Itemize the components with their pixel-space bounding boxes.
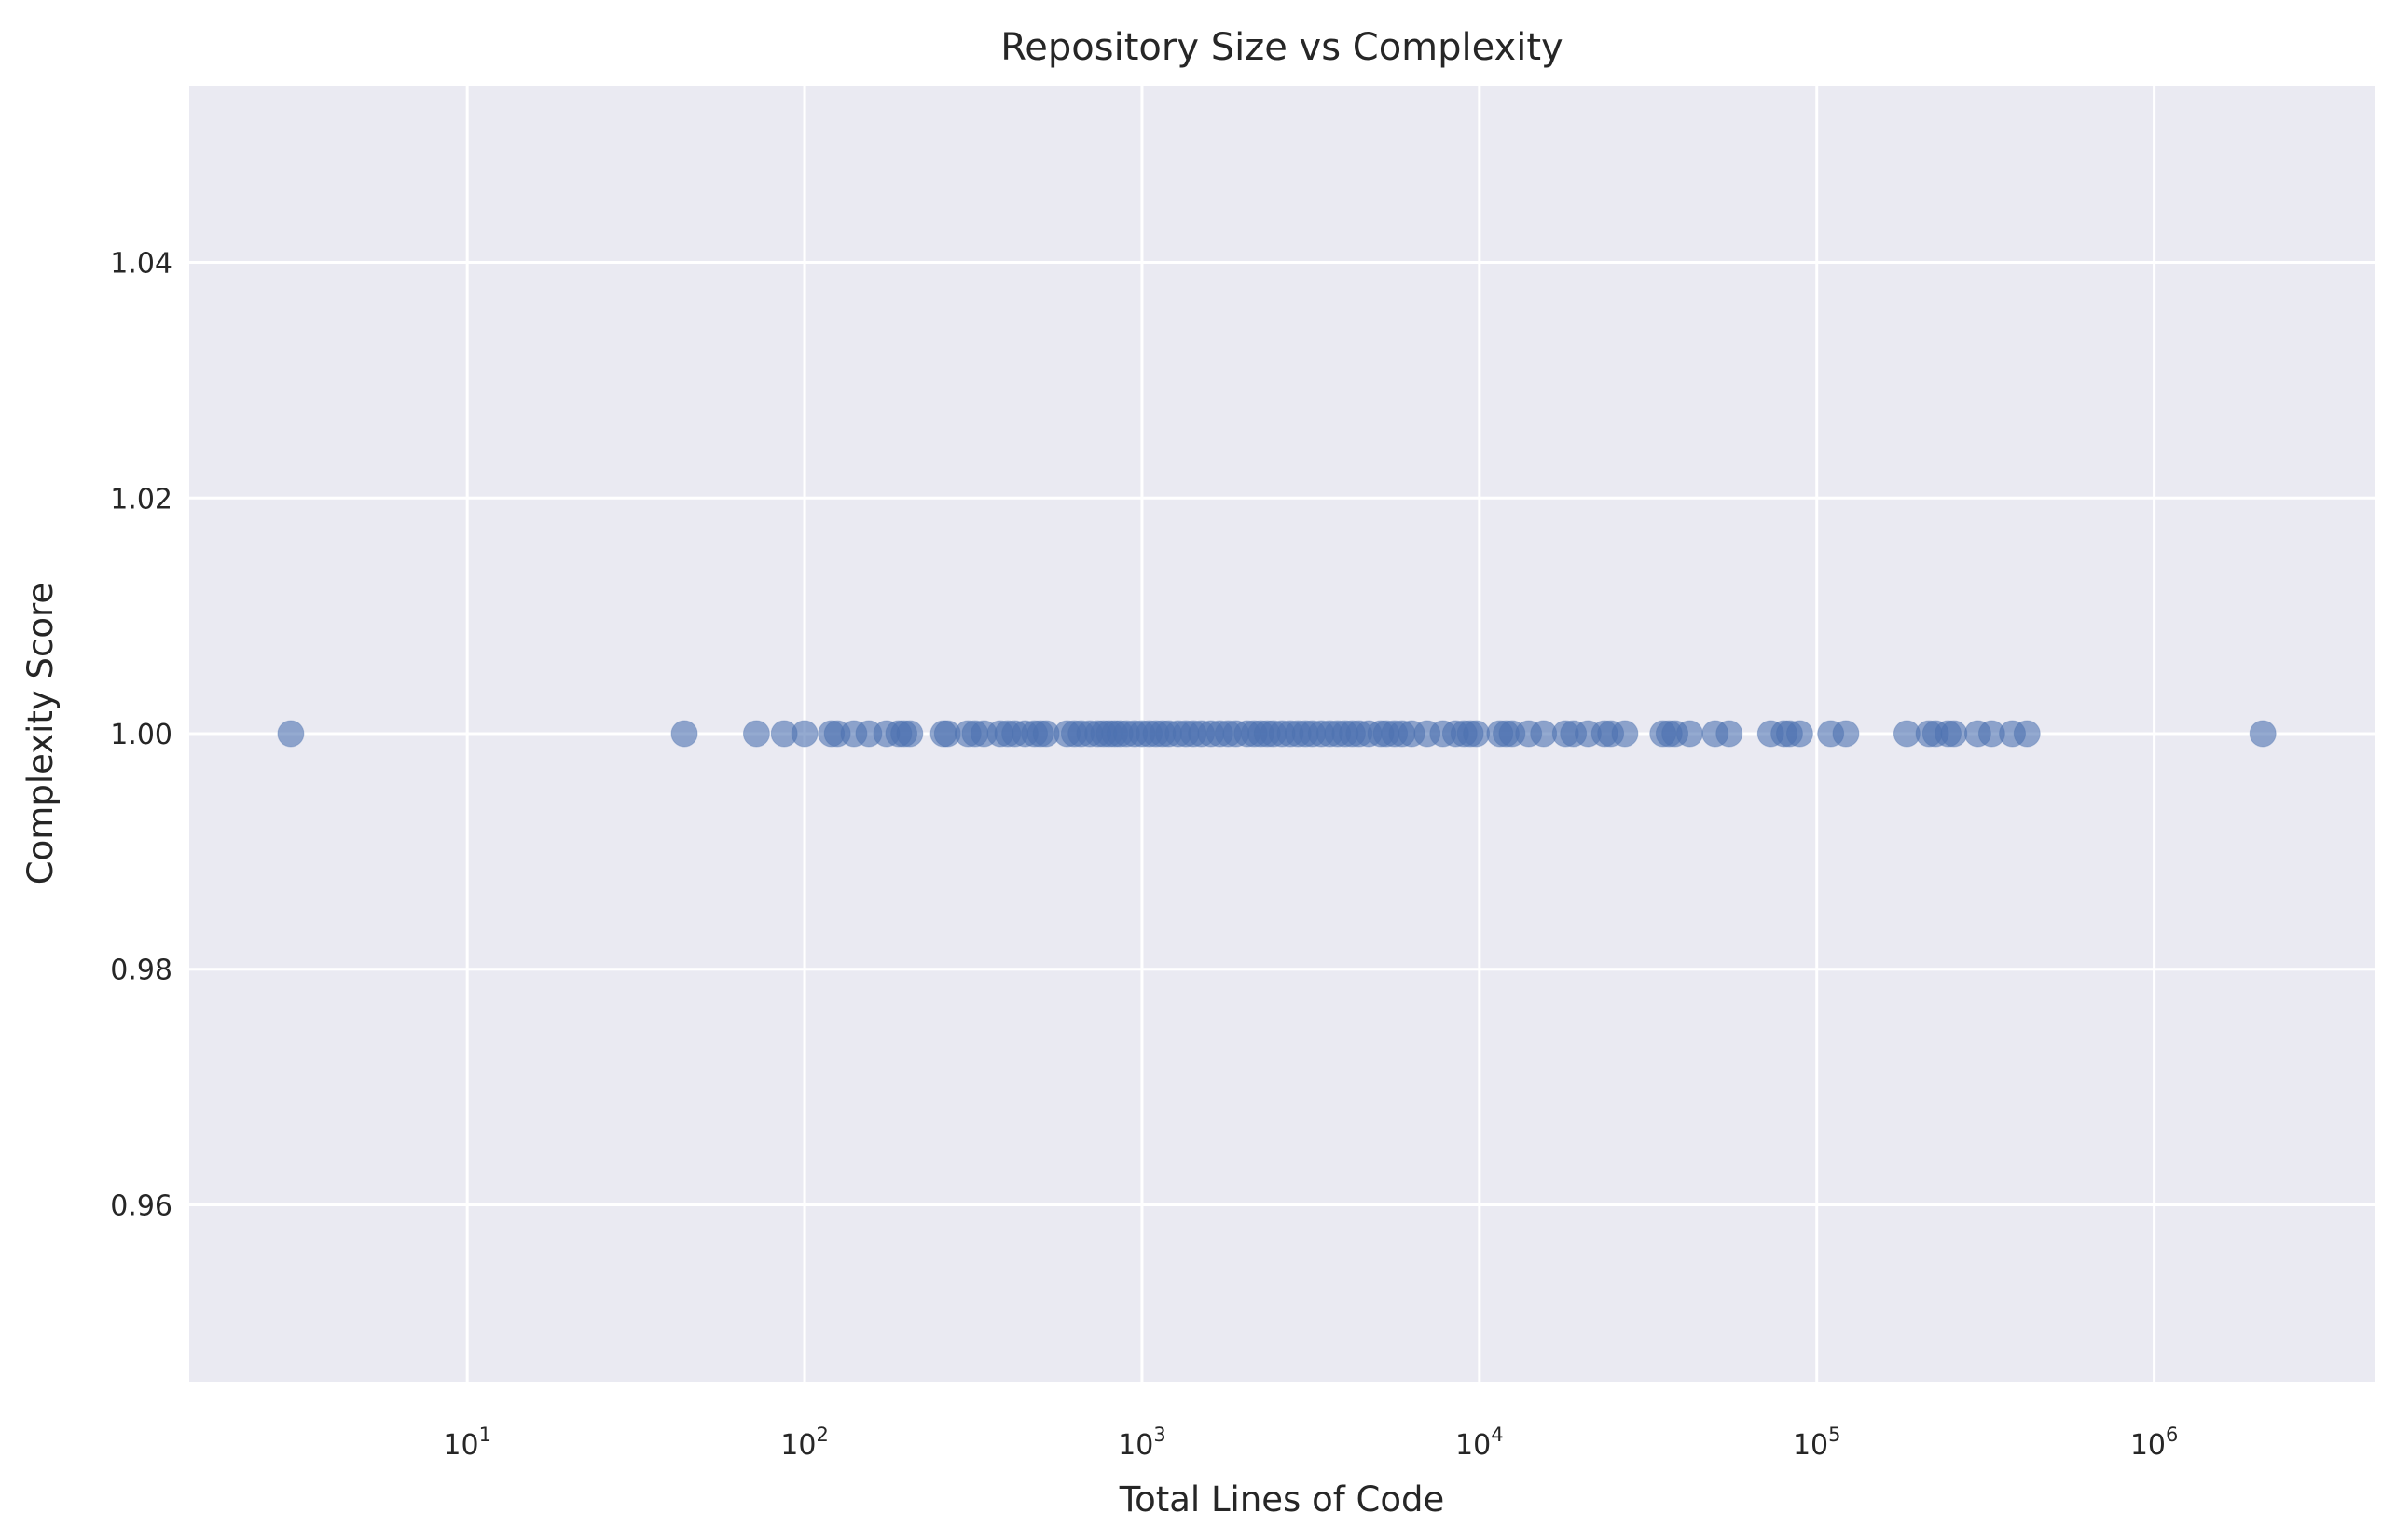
data-point	[2249, 720, 2277, 748]
data-point	[1785, 720, 1813, 748]
data-point	[1463, 720, 1491, 748]
x-tick-label: 103	[1118, 1423, 1166, 1462]
y-tick-label: 0.98	[110, 955, 172, 987]
data-point	[742, 720, 770, 748]
x-axis-label: Total Lines of Code	[1119, 1479, 1444, 1519]
y-tick-label: 1.00	[110, 719, 172, 751]
x-tick-label: 106	[2130, 1423, 2179, 1462]
y-axis-label: Complexity Score	[21, 583, 61, 885]
x-tick-label: 105	[1793, 1423, 1841, 1462]
data-point	[896, 720, 924, 748]
data-points	[277, 720, 2277, 748]
y-tick-label: 0.96	[110, 1189, 172, 1222]
x-tick-labels: 101 102 103 104 105 106	[443, 1423, 2178, 1462]
data-point	[791, 720, 819, 748]
data-point	[1832, 720, 1860, 748]
data-point	[1611, 720, 1639, 748]
y-tick-label: 1.02	[110, 483, 172, 516]
data-point	[2013, 720, 2041, 748]
data-point	[1675, 720, 1703, 748]
x-tick-label: 101	[443, 1423, 491, 1462]
x-tick-label: 104	[1455, 1423, 1504, 1462]
y-tick-labels: 0.96 0.98 1.00 1.02 1.04	[110, 248, 172, 1223]
x-tick-label: 102	[780, 1423, 829, 1462]
data-point	[1715, 720, 1743, 748]
y-tick-label: 1.04	[110, 248, 172, 281]
chart-title: Repository Size vs Complexity	[1000, 26, 1563, 69]
data-point	[670, 720, 698, 748]
data-point	[277, 720, 305, 748]
data-point	[1940, 720, 1968, 748]
